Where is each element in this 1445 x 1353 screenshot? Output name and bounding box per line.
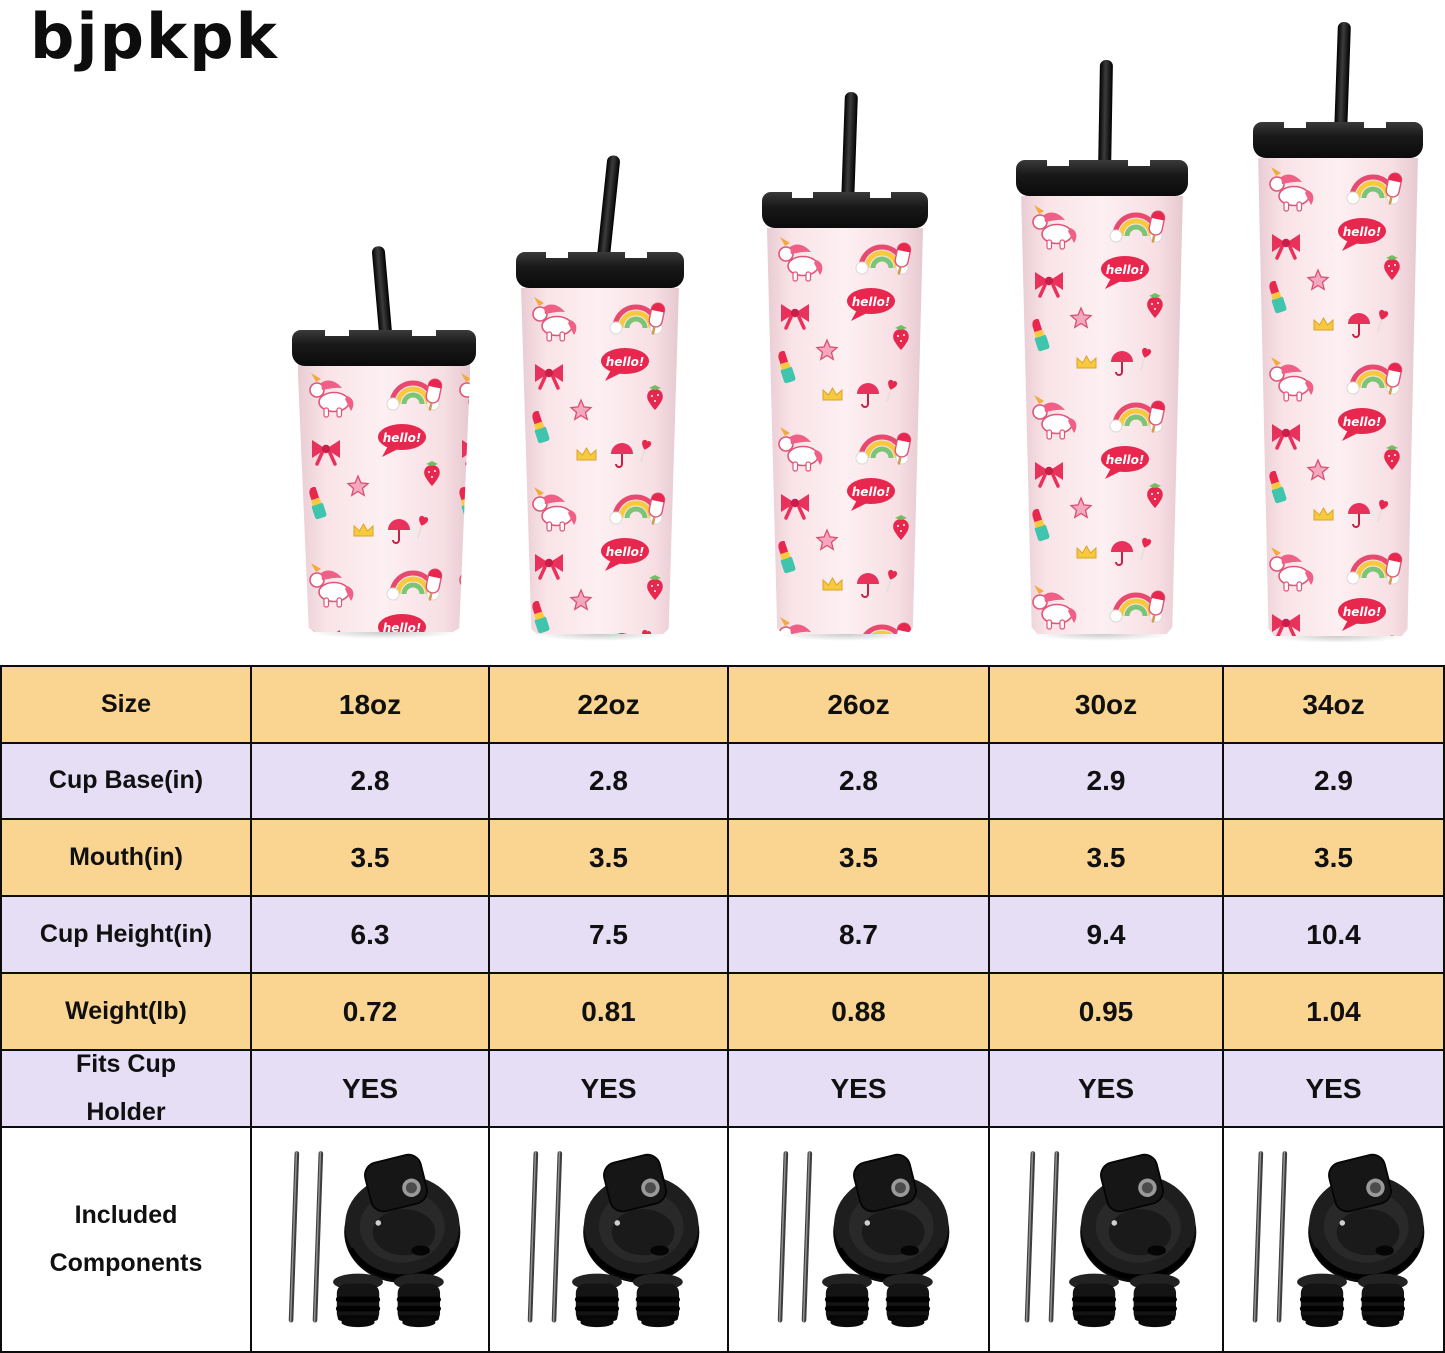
brand-logo: bjpkpk	[30, 0, 279, 73]
included-components-graphic	[1000, 1145, 1212, 1335]
row-label-mouth: Mouth(in)	[2, 820, 252, 897]
included-components-graphic	[1228, 1145, 1440, 1335]
straw-icon	[1098, 59, 1113, 175]
cell-components-22oz	[490, 1128, 729, 1351]
cell-cup-height-22oz: 7.5	[490, 897, 729, 974]
cup-pattern	[766, 228, 923, 634]
lid-notch	[1363, 121, 1386, 128]
cell-cup-base-26oz: 2.8	[729, 744, 990, 820]
tumbler-22oz	[516, 154, 684, 641]
cup-pattern	[521, 288, 679, 634]
lid-notch	[869, 191, 892, 198]
cell-fits-cup-holder-34oz: YES	[1224, 1051, 1443, 1128]
cell-mouth-22oz: 3.5	[490, 820, 729, 897]
cell-fits-cup-holder-26oz: YES	[729, 1051, 990, 1128]
tumbler-18oz	[292, 245, 476, 639]
cell-components-30oz	[990, 1128, 1224, 1351]
cell-mouth-30oz: 3.5	[990, 820, 1224, 897]
cup-pattern	[1021, 196, 1183, 634]
lid-notch	[1127, 159, 1151, 166]
cup-body	[1021, 196, 1183, 634]
cup-pattern	[1258, 158, 1418, 636]
lid-notch	[1046, 159, 1070, 166]
cup-body	[1258, 158, 1418, 636]
cell-fits-cup-holder-22oz: YES	[490, 1051, 729, 1128]
straw-icon	[596, 154, 621, 267]
lid-icon	[516, 251, 684, 288]
cell-fits-cup-holder-30oz: YES	[990, 1051, 1224, 1128]
cell-components-18oz	[252, 1128, 490, 1351]
cell-mouth-18oz: 3.5	[252, 820, 490, 897]
cell-cup-height-34oz: 10.4	[1224, 897, 1443, 974]
cell-cup-base-18oz: 2.8	[252, 744, 490, 820]
row-label-size: Size	[2, 667, 252, 744]
cell-size-18oz: 18oz	[252, 667, 490, 744]
lid-notch	[1283, 121, 1306, 128]
cell-weight-34oz: 1.04	[1224, 974, 1443, 1051]
lid-icon	[762, 191, 928, 228]
cell-cup-base-30oz: 2.9	[990, 744, 1224, 820]
straw-icon	[841, 91, 858, 207]
cup-pattern	[297, 364, 471, 632]
cup-body	[766, 228, 923, 634]
lid-icon	[292, 329, 476, 366]
tumbler-30oz	[1016, 59, 1188, 641]
lid-icon	[1016, 159, 1188, 196]
cell-weight-22oz: 0.81	[490, 974, 729, 1051]
row-label-cup-base: Cup Base(in)	[2, 744, 252, 820]
row-label-included-components: Included Components	[2, 1128, 252, 1351]
row-label-fits-cup-holder: Fits Cup Holder	[2, 1050, 252, 1128]
tumbler-34oz	[1253, 21, 1423, 643]
included-components-graphic	[753, 1145, 965, 1335]
lid-notch	[791, 191, 814, 198]
cell-components-26oz	[729, 1128, 990, 1351]
cell-cup-base-22oz: 2.8	[490, 744, 729, 820]
lid-notch	[546, 251, 569, 258]
row-label-weight: Weight(lb)	[2, 974, 252, 1051]
cup-body	[297, 364, 471, 632]
cell-cup-height-18oz: 6.3	[252, 897, 490, 974]
cell-weight-18oz: 0.72	[252, 974, 490, 1051]
cell-cup-height-30oz: 9.4	[990, 897, 1224, 974]
lid-notch	[411, 329, 436, 336]
cell-mouth-26oz: 3.5	[729, 820, 990, 897]
cell-components-34oz	[1224, 1128, 1443, 1351]
cell-size-26oz: 26oz	[729, 667, 990, 744]
included-components-graphic	[264, 1145, 476, 1335]
cell-size-34oz: 34oz	[1224, 667, 1443, 744]
included-components-graphic	[503, 1145, 715, 1335]
cell-fits-cup-holder-18oz: YES	[252, 1051, 490, 1128]
lid-icon	[1253, 121, 1423, 158]
straw-icon	[1334, 21, 1351, 137]
cell-cup-height-26oz: 8.7	[729, 897, 990, 974]
lid-notch	[625, 251, 648, 258]
cell-size-22oz: 22oz	[490, 667, 729, 744]
cell-cup-base-34oz: 2.9	[1224, 744, 1443, 820]
cell-weight-26oz: 0.88	[729, 974, 990, 1051]
spec-table: Size 18oz 22oz 26oz 30oz 34oz Cup Base(i…	[0, 665, 1445, 1353]
row-label-cup-height: Cup Height(in)	[2, 897, 252, 974]
tumbler-26oz	[762, 91, 928, 641]
cup-body	[521, 288, 679, 634]
cell-weight-30oz: 0.95	[990, 974, 1224, 1051]
cell-mouth-34oz: 3.5	[1224, 820, 1443, 897]
cell-size-30oz: 30oz	[990, 667, 1224, 744]
lid-notch	[325, 329, 350, 336]
